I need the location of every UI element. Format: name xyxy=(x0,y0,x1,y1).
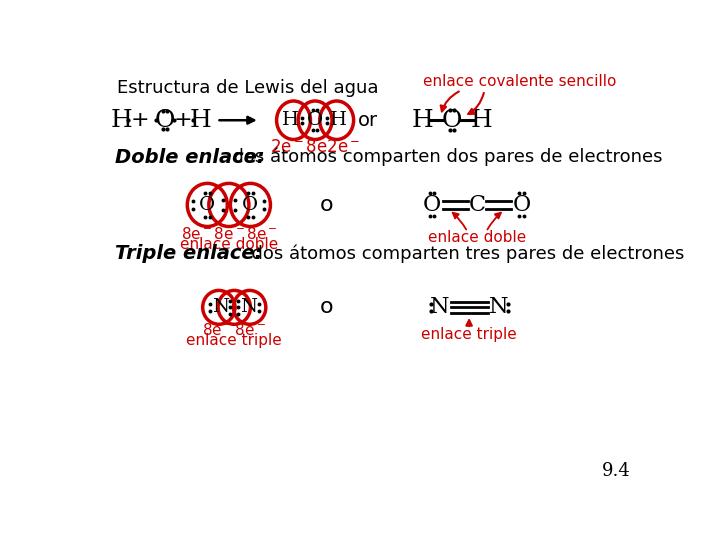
Text: o: o xyxy=(320,298,333,318)
Text: N: N xyxy=(240,298,256,316)
Text: N: N xyxy=(212,298,229,316)
Text: dos átomos comparten dos pares de electrones: dos átomos comparten dos pares de electr… xyxy=(221,148,662,166)
Text: enlace triple: enlace triple xyxy=(421,327,517,342)
Text: Doble enlace:: Doble enlace: xyxy=(115,148,264,167)
Text: O: O xyxy=(243,196,258,214)
Text: 9.4: 9.4 xyxy=(602,462,631,481)
Text: o: o xyxy=(320,195,333,215)
Text: enlace covalente sencillo: enlace covalente sencillo xyxy=(423,74,616,89)
Text: 8e$^-$8e$^-$: 8e$^-$8e$^-$ xyxy=(202,322,266,339)
Text: H: H xyxy=(189,109,211,132)
Text: O: O xyxy=(513,194,531,216)
Text: +: + xyxy=(130,110,149,130)
Text: C: C xyxy=(468,194,485,216)
Text: 2e$^-$8e2e$^-$: 2e$^-$8e2e$^-$ xyxy=(270,138,360,156)
Text: O: O xyxy=(155,109,175,132)
Text: O: O xyxy=(199,196,215,214)
Text: H: H xyxy=(110,109,132,132)
Text: H: H xyxy=(282,111,299,129)
Text: or: or xyxy=(357,111,377,130)
Text: O: O xyxy=(307,111,323,129)
Text: N: N xyxy=(430,296,449,319)
Text: dos átomos comparten tres pares de electrones: dos átomos comparten tres pares de elect… xyxy=(240,244,684,262)
Text: O: O xyxy=(423,194,441,216)
Text: Estructura de Lewis del agua: Estructura de Lewis del agua xyxy=(117,79,379,97)
Text: N: N xyxy=(489,296,508,319)
Text: enlace doble: enlace doble xyxy=(180,238,278,253)
Text: H: H xyxy=(471,109,492,132)
Text: enlace triple: enlace triple xyxy=(186,333,282,348)
Text: 8e$^-$8e$^-$8e$^-$: 8e$^-$8e$^-$8e$^-$ xyxy=(181,226,277,242)
Text: H: H xyxy=(330,111,347,129)
Text: +: + xyxy=(174,110,192,130)
Text: enlace doble: enlace doble xyxy=(428,230,526,245)
Text: H: H xyxy=(412,109,433,132)
Text: Triple enlace:: Triple enlace: xyxy=(115,244,262,263)
Text: O: O xyxy=(442,109,462,132)
